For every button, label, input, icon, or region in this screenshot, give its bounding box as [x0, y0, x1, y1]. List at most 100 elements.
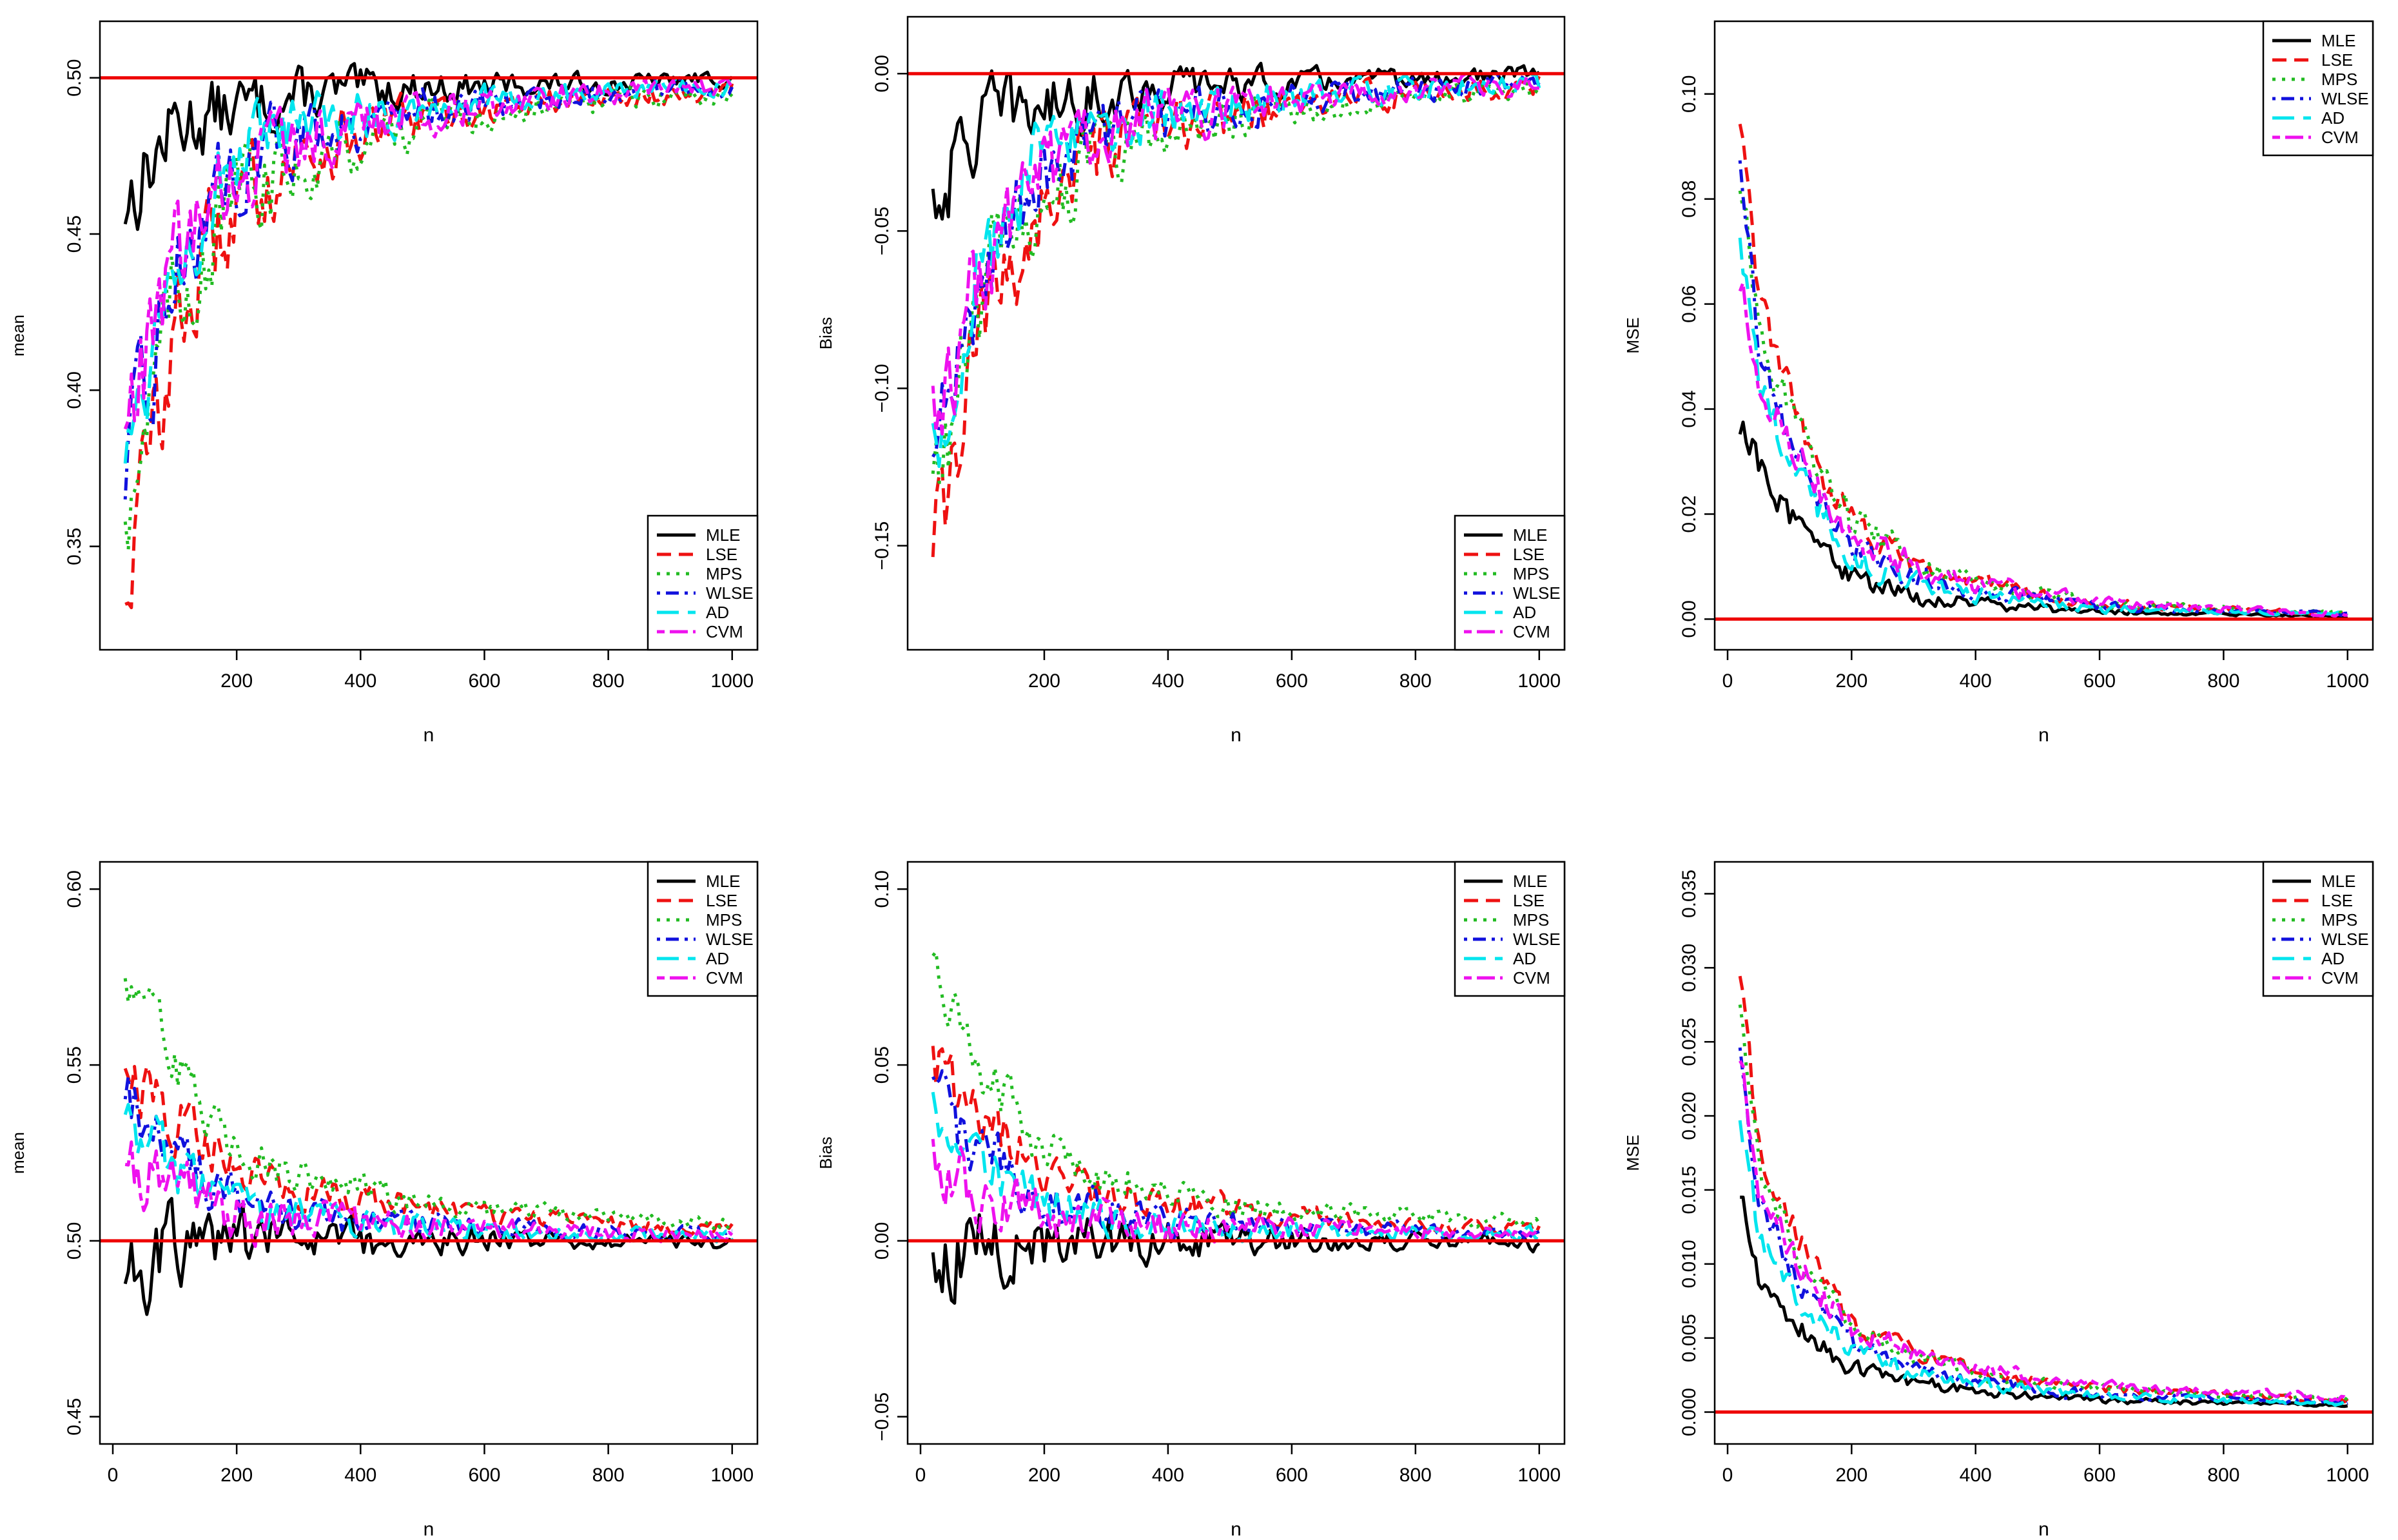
series-line-cvm	[123, 76, 734, 430]
legend-item-mps: MPS	[657, 564, 742, 583]
y-tick-label: 0.45	[64, 215, 85, 253]
x-axis: 0 200 400 600 800 1000 n	[1722, 1444, 2369, 1540]
legend-label: MLE	[706, 525, 740, 545]
x-tick-label: 200	[1028, 1465, 1060, 1486]
legend-box	[2262, 20, 2374, 157]
x-tick-label: 200	[1028, 670, 1060, 692]
y-axis-label: MSE	[1623, 1135, 1643, 1171]
x-tick-label: 0	[1722, 1465, 1733, 1486]
legend-item-cvm: CVM	[2272, 968, 2359, 988]
series-line-ad	[1738, 237, 2348, 617]
legend-label: AD	[2321, 108, 2344, 128]
x-axis-label: n	[2038, 1519, 2049, 1540]
legend-box	[1454, 514, 1566, 651]
legend-item-wlse: WLSE	[1464, 583, 1561, 603]
series-line-lse	[931, 75, 1541, 558]
legend-label: LSE	[706, 891, 737, 910]
series-line-cvm	[1739, 1060, 2348, 1402]
legend-item-lse: LSE	[2272, 891, 2353, 910]
series-line-lse	[123, 1064, 734, 1236]
y-tick-label: 0.50	[64, 1222, 85, 1260]
x-tick-label: 200	[220, 670, 253, 692]
legend-item-wlse: WLSE	[2272, 89, 2369, 108]
y-axis: 0.35 0.40 0.45 0.50 mean	[8, 59, 100, 565]
x-tick-label: 400	[1960, 1465, 1992, 1486]
legend-label: CVM	[1513, 968, 1550, 988]
series-line-mps	[1738, 1004, 2349, 1404]
x-tick-label: 600	[2083, 670, 2116, 692]
x-tick-label: 600	[2083, 1465, 2116, 1486]
y-tick-label: 0.02	[1679, 495, 1700, 532]
x-axis-label: n	[1231, 725, 1242, 746]
plot-frame	[1713, 861, 2374, 1445]
x-tick-label: 0	[915, 1465, 926, 1486]
y-tick-label: 0.00	[872, 1222, 893, 1260]
series-line-ad	[1738, 1120, 2348, 1407]
legend-label: WLSE	[2321, 89, 2369, 108]
x-tick-label: 600	[468, 1465, 500, 1486]
legend-label: WLSE	[706, 583, 754, 603]
series-line-lse	[931, 1046, 1541, 1236]
x-tick-label: 400	[1960, 670, 1992, 692]
y-tick-label: 0.035	[1679, 870, 1700, 918]
legend-item-mle: MLE	[2272, 872, 2355, 891]
x-tick-label: 800	[592, 1465, 625, 1486]
legend-item-cvm: CVM	[657, 622, 743, 641]
legend-label: CVM	[706, 968, 743, 988]
x-tick-label: 400	[1152, 1465, 1184, 1486]
y-axis: 0.00 0.02 0.04 0.06 0.08 0.10 MSE	[1623, 75, 1715, 638]
legend-label: MPS	[2321, 70, 2357, 89]
legend-label: CVM	[2321, 128, 2359, 147]
x-tick-label: 400	[1152, 670, 1184, 692]
x-tick-label: 800	[1399, 670, 1432, 692]
legend-label: MPS	[1513, 910, 1549, 930]
legend-label: LSE	[706, 545, 737, 564]
legend-label: CVM	[1513, 622, 1550, 641]
x-tick-label: 1000	[2326, 670, 2369, 692]
legend-item-cvm: CVM	[657, 968, 743, 988]
legend-label: MPS	[706, 910, 742, 930]
series-line-mps	[123, 85, 734, 552]
y-tick-label: 0.55	[64, 1046, 85, 1084]
x-axis: 200 400 600 800 1000 n	[220, 650, 754, 746]
x-tick-label: 400	[344, 1465, 376, 1486]
legend-item-mle: MLE	[657, 872, 740, 891]
legend-label: AD	[706, 949, 729, 968]
legend-label: WLSE	[1513, 583, 1561, 603]
legend-item-mps: MPS	[1464, 910, 1549, 930]
x-axis-label: n	[1231, 1519, 1242, 1540]
y-axis: −0.05 0.00 0.05 0.10 Bias	[816, 870, 908, 1441]
legend-item-ad: AD	[2272, 108, 2344, 128]
legend-label: WLSE	[706, 930, 754, 949]
legend-label: MLE	[1513, 872, 1547, 891]
y-tick-label: 0.06	[1679, 285, 1700, 322]
y-axis: 0.45 0.50 0.55 0.60 mean	[8, 870, 100, 1436]
x-tick-label: 800	[2207, 670, 2239, 692]
x-tick-label: 1000	[1517, 1465, 1561, 1486]
series-line-lse	[1738, 123, 2348, 616]
x-axis: 0 200 400 600 800 1000 n	[915, 1444, 1561, 1540]
series-group	[123, 978, 734, 1316]
legend-label: LSE	[2321, 50, 2353, 70]
legend-item-mle: MLE	[2272, 31, 2355, 50]
legend-item-ad: AD	[1464, 949, 1536, 968]
y-axis-label: mean	[8, 315, 28, 356]
legend-label: MPS	[2321, 910, 2357, 930]
series-line-ad	[123, 1103, 734, 1243]
chart-p2: 200 400 600 800 1000 n −0.15 −0.10 −0.05 0.00 Bias…	[816, 15, 1566, 746]
series-group	[1738, 123, 2348, 619]
chart-p4: 0 200 400 600 800 1000 n 0.45 0.50 0.55 0.60 mean ML…	[8, 861, 759, 1540]
legend-item-mle: MLE	[657, 525, 740, 545]
chart-p1: 200 400 600 800 1000 n 0.35 0.40 0.45 0.50 mean MLE…	[8, 20, 759, 746]
y-tick-label: 0.04	[1679, 390, 1700, 427]
legend-box	[2262, 861, 2374, 997]
x-tick-label: 0	[1722, 670, 1733, 692]
legend-label: MPS	[1513, 564, 1549, 583]
series-line-cvm	[931, 72, 1540, 436]
legend-label: WLSE	[1513, 930, 1561, 949]
y-tick-label: 0.010	[1679, 1240, 1700, 1288]
